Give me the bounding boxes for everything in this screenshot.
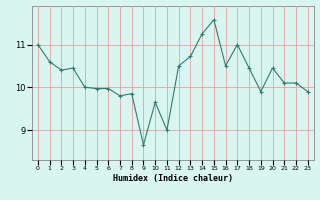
X-axis label: Humidex (Indice chaleur): Humidex (Indice chaleur) <box>113 174 233 183</box>
